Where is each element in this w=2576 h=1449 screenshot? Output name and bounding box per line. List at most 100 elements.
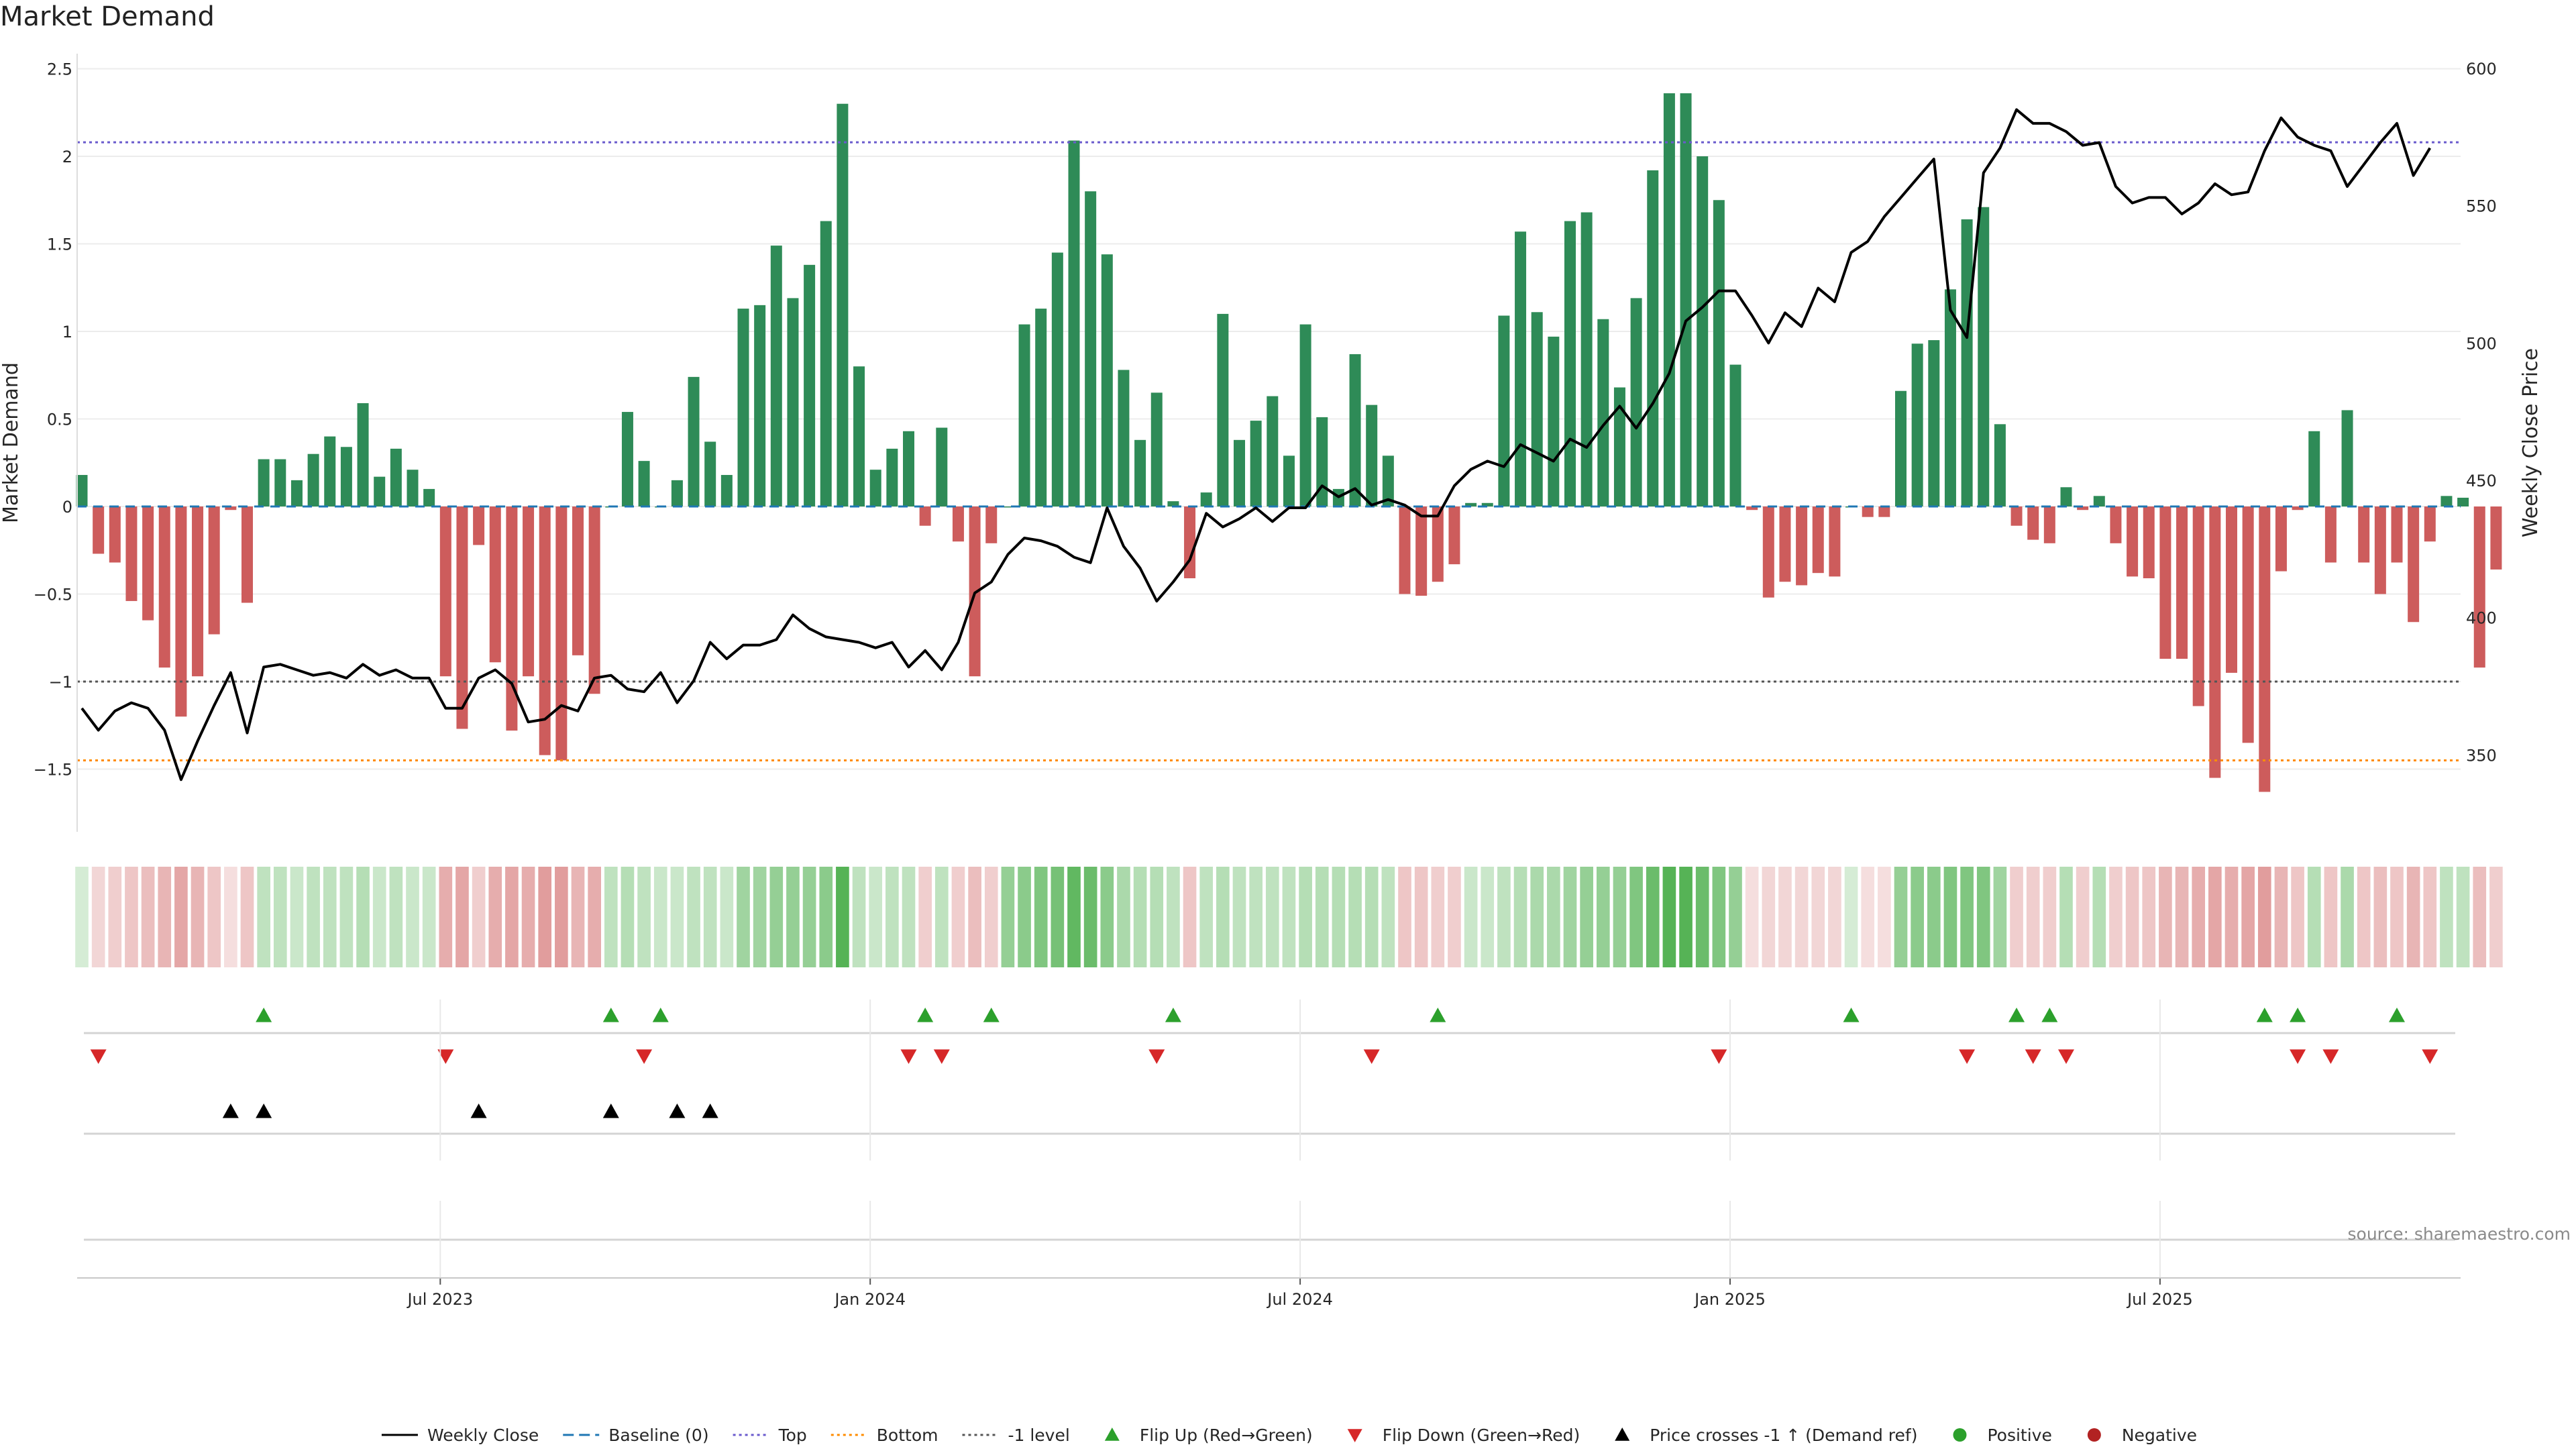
heat-cell [1497, 867, 1511, 967]
flip-down-marker [2290, 1049, 2306, 1064]
demand-bar [1002, 506, 1014, 508]
demand-bar [1713, 200, 1725, 506]
heat-cell [1315, 867, 1329, 967]
heat-cell [389, 867, 403, 967]
flip-down-marker [90, 1049, 107, 1064]
demand-bar [76, 475, 88, 506]
x-tick-label: Jan 2025 [1693, 1290, 1766, 1309]
x-tick-label: Jul 2024 [1266, 1290, 1333, 1309]
y-axis-title: Market Demand [0, 362, 23, 523]
demand-bar [837, 103, 849, 506]
demand-bar [225, 506, 237, 511]
heat-cell [902, 867, 916, 967]
demand-bar [737, 309, 749, 506]
demand-bar [1531, 312, 1543, 506]
demand-bar [1366, 405, 1378, 506]
heat-cell [588, 867, 601, 967]
flip-down-marker [437, 1049, 454, 1064]
page-title: Market Demand [0, 1, 215, 32]
demand-bar [1448, 506, 1460, 565]
legend-item: Weekly Close [381, 1426, 539, 1445]
heat-cell [273, 867, 287, 967]
demand-bar [1101, 254, 1113, 506]
heat-cell [2274, 867, 2288, 967]
heat-cell [1167, 867, 1180, 967]
demand-bar [2093, 496, 2105, 506]
demand-bar [1994, 424, 2006, 506]
demand-bar [1118, 370, 1130, 506]
demand-bar [2010, 506, 2023, 526]
y-tick-label: −1 [49, 673, 72, 692]
y2-tick-label: 350 [2466, 746, 2497, 765]
heat-cell [1332, 867, 1346, 967]
demand-bar [2324, 506, 2337, 563]
demand-bar [704, 441, 716, 506]
heat-cell [125, 867, 138, 967]
heat-cell [1794, 867, 1809, 967]
demand-bar [2424, 506, 2436, 542]
demand-bar [324, 436, 336, 506]
axes: −1.5 −1 −0.5 0 0.5 1 1.5 2 2.5 350 400 450 500 550 600 [34, 54, 2497, 832]
heat-cell [1613, 867, 1627, 967]
flip-down-marker [900, 1049, 917, 1064]
demand-bar [290, 480, 303, 506]
demand-bar [1895, 390, 1907, 506]
heat-cell [1513, 867, 1527, 967]
weekly-close-line [80, 108, 2432, 782]
flip-up-marker [602, 1008, 619, 1022]
flip-down-marker [2422, 1049, 2438, 1064]
demand-bar [804, 264, 816, 506]
heat-cell [1183, 867, 1197, 967]
heat-cell [934, 867, 949, 967]
heat-cell [2208, 867, 2222, 967]
demand-bar [688, 376, 700, 506]
demand-bar [1961, 219, 1973, 506]
heat-cell [174, 867, 188, 967]
flip-down-marker [933, 1049, 950, 1064]
heat-cell [2423, 867, 2437, 967]
heat-cell [1844, 867, 1858, 967]
demand-bar [340, 447, 352, 506]
demand-bar [1978, 207, 1990, 506]
flip-up-marker [2389, 1008, 2405, 1022]
heat-cell [918, 867, 932, 967]
demand-bar [919, 506, 931, 526]
demand-bar [985, 506, 998, 543]
demand-bar [1796, 506, 1808, 586]
heat-cell [472, 867, 486, 967]
demand-bar [1928, 340, 1940, 506]
heat-cell [1117, 867, 1130, 967]
legend-swatch [1615, 1428, 1630, 1441]
heat-cell [1828, 867, 1841, 967]
heat-cell [1580, 867, 1593, 967]
heat-cell [2109, 867, 2123, 967]
heat-cell [356, 867, 370, 967]
heat-cell [307, 867, 320, 967]
legend-item: Flip Down (Green→Red) [1347, 1426, 1580, 1445]
heat-cell [1976, 867, 1990, 967]
demand-bar [1580, 212, 1593, 506]
flip-up-marker [652, 1008, 669, 1022]
heat-cell [406, 867, 419, 967]
demand-bar [936, 427, 948, 506]
demand-bar [1267, 396, 1279, 506]
legend-label: Flip Down (Green→Red) [1383, 1426, 1580, 1445]
demand-bar [523, 506, 535, 677]
demand-bar [192, 506, 204, 677]
heat-cell [984, 867, 998, 967]
demand-bar [1663, 93, 1675, 507]
heat-cell [604, 867, 618, 967]
heat-cell [653, 867, 667, 967]
demand-bar [2408, 506, 2420, 623]
flip-up-marker [1843, 1008, 1860, 1022]
x-axis: Jul 2023 Jan 2024 Jul 2024 Jan 2025 Jul 2025 [77, 1000, 2461, 1309]
heat-cell [2159, 867, 2172, 967]
demand-bar [158, 506, 170, 668]
demand-bar [1498, 315, 1510, 506]
legend-swatch [1953, 1428, 1967, 1442]
heat-cell [621, 867, 635, 967]
heat-cell [1067, 867, 1081, 967]
demand-bar [109, 506, 121, 563]
heat-cell [2456, 867, 2470, 967]
x-tick-label: Jul 2025 [2126, 1290, 2193, 1309]
